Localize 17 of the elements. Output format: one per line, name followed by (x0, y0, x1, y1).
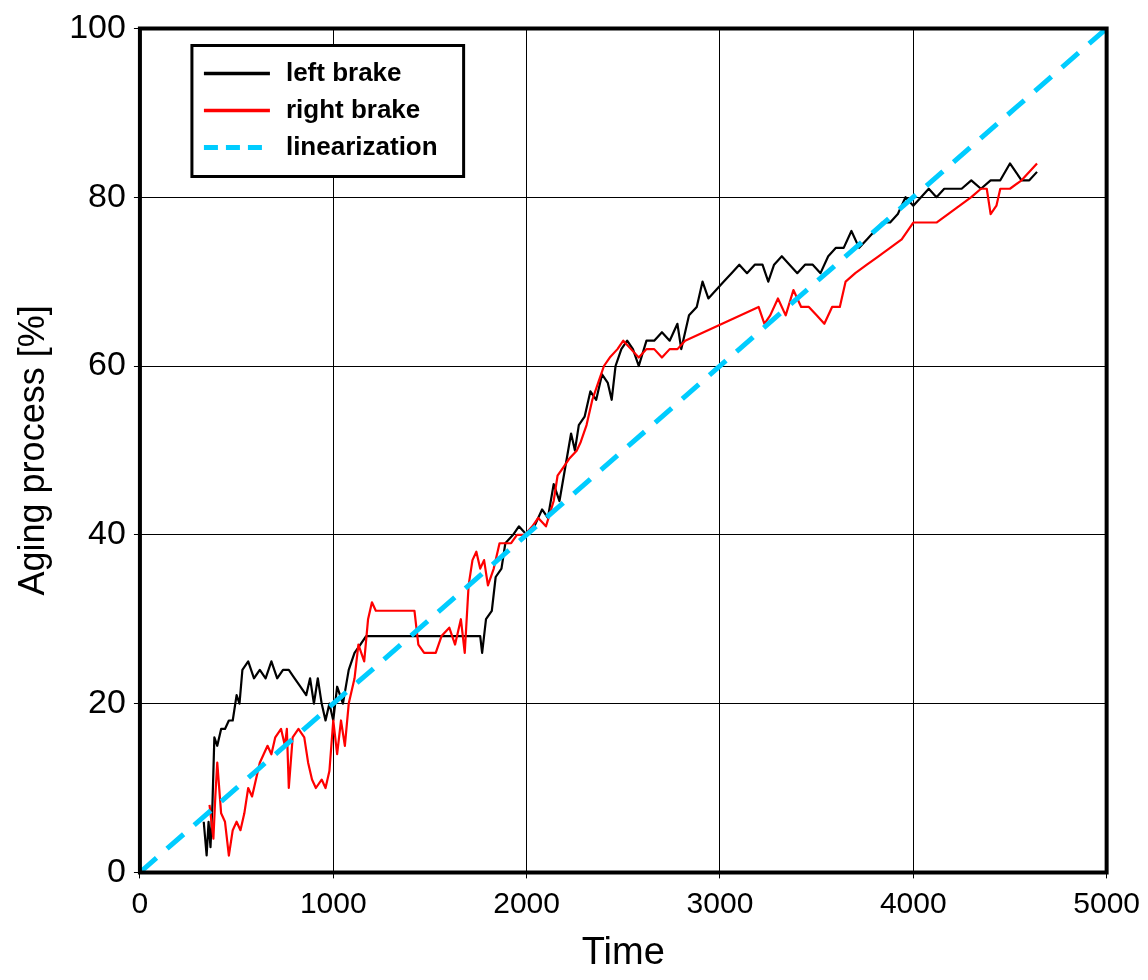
x-tick-label: 3000 (686, 885, 754, 919)
y-tick-label: 100 (69, 6, 126, 45)
x-tick-label: 4000 (879, 885, 947, 919)
x-tick-label: 1000 (299, 885, 367, 919)
y-tick-label: 20 (88, 681, 126, 720)
legend-label: left brake (285, 56, 402, 87)
x-tick-label: 0 (131, 885, 149, 919)
x-axis-title: Time (581, 929, 665, 972)
y-tick-label: 80 (88, 175, 126, 214)
x-tick-label: 5000 (1073, 885, 1141, 919)
y-tick-label: 60 (88, 344, 126, 383)
legend-label: linearization (285, 130, 438, 161)
y-axis-title: Aging process [%] (10, 305, 52, 596)
y-tick-label: 40 (88, 513, 126, 552)
x-tick-label: 2000 (493, 885, 560, 919)
y-tick-label: 0 (107, 850, 126, 889)
legend-label: right brake (285, 93, 421, 124)
